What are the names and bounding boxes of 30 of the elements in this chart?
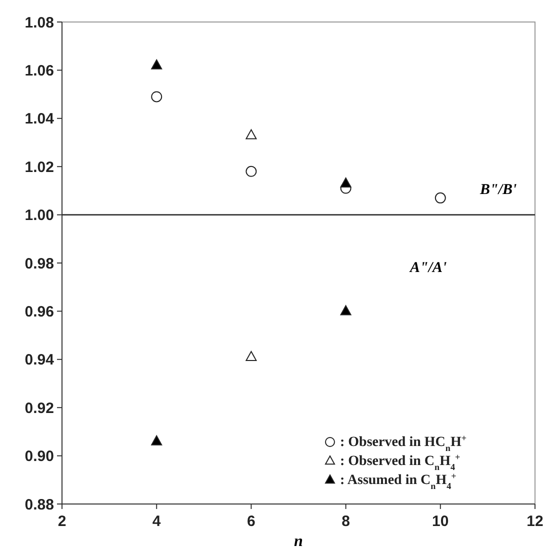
point (246, 350, 257, 361)
legend-label: : Observed in HC$_{n}$H$^{+}$ (340, 433, 467, 453)
point (151, 91, 162, 102)
point (151, 59, 162, 70)
y-tick-label: 0.94 (24, 352, 55, 369)
y-tick-label: 0.98 (24, 255, 54, 272)
y-tick-label: 1.04 (24, 110, 55, 128)
point (246, 166, 257, 177)
y-tick-label: 0.92 (24, 400, 54, 417)
point (246, 129, 257, 140)
x-tick-label: 6 (247, 513, 256, 530)
x-tick-label: 8 (342, 513, 350, 530)
y-tick-label: 0.88 (24, 496, 54, 514)
annotation: A"/A' (409, 260, 447, 276)
x-tick-label: 10 (432, 513, 449, 530)
y-tick-label: 1.02 (24, 158, 54, 176)
y-tick-label: 0.96 (24, 303, 54, 320)
annotation: B"/B' (479, 182, 517, 198)
x-tick-label: 2 (58, 513, 66, 530)
x-tick-label: 12 (526, 513, 544, 530)
x-axis-title: n (294, 533, 304, 550)
point (151, 435, 162, 446)
y-tick-label: 1.00 (24, 207, 54, 224)
point (340, 177, 352, 188)
point (434, 192, 446, 204)
y-tick-label: 0.90 (24, 448, 54, 466)
x-tick-label: 4 (152, 513, 162, 530)
y-tick-label: 1.06 (24, 62, 54, 80)
y-tick-label: 1.08 (24, 14, 54, 32)
point (340, 305, 352, 316)
